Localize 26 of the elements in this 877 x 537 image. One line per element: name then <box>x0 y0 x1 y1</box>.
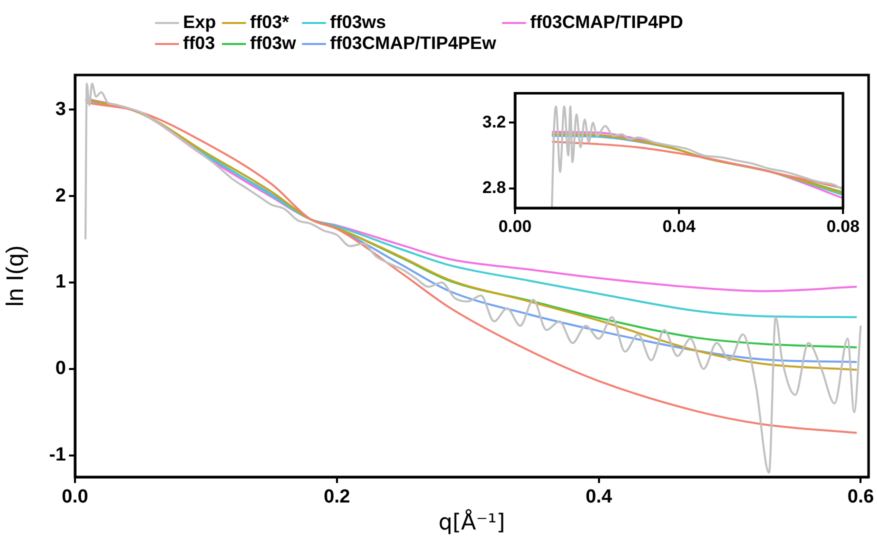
legend-label: ff03* <box>250 12 290 33</box>
y-tick-label: 0 <box>55 358 66 380</box>
x-tick-label: 0.00 <box>498 216 532 236</box>
line-series <box>550 105 843 208</box>
x-tick-label: 0.2 <box>324 486 350 508</box>
legend-label: ff03w <box>250 33 296 54</box>
legend-label: ff03 <box>183 33 216 54</box>
y-tick-label: 2.8 <box>482 178 506 198</box>
x-tick-label: 0.04 <box>662 216 696 236</box>
y-tick-label: -1 <box>49 444 66 466</box>
y-axis-title: ln I(q) <box>2 245 30 307</box>
x-tick-label: 0.08 <box>826 216 860 236</box>
x-tick-label: 0.4 <box>586 486 612 508</box>
legend-label: ff03CMAP/TIP4PD <box>530 12 684 33</box>
x-tick-label: 0.0 <box>62 486 88 508</box>
y-tick-label: 3.2 <box>482 112 506 132</box>
legend-label: ff03ws <box>330 12 386 33</box>
y-tick-label: 3 <box>55 98 66 120</box>
y-tick-label: 1 <box>55 272 66 293</box>
legend-label: Exp <box>183 12 216 33</box>
x-tick-label: 0.6 <box>848 486 874 508</box>
y-tick-label: 2 <box>55 185 66 206</box>
line-series <box>84 82 862 474</box>
x-axis-title: q[Å⁻¹] <box>438 508 506 536</box>
line-series <box>550 140 843 190</box>
legend-label: ff03CMAP/TIP4PEw <box>330 33 496 54</box>
